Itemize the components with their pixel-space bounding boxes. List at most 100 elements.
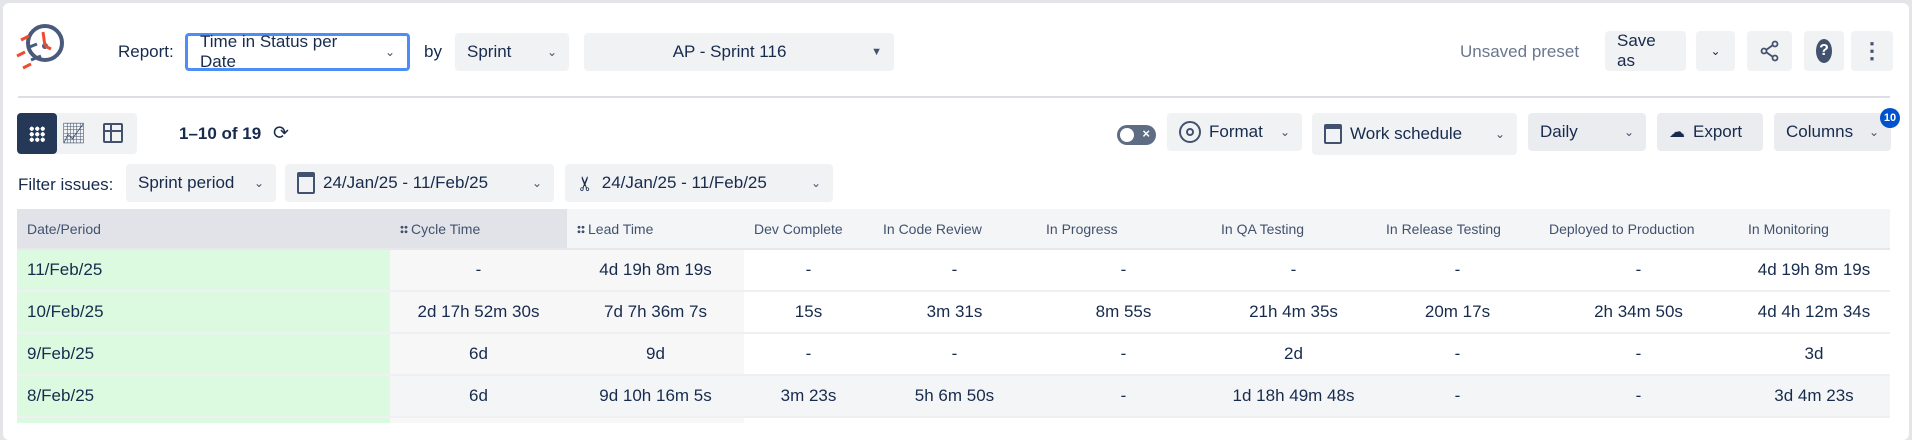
chevron-down-icon: ⌄: [531, 176, 542, 190]
report-type-select[interactable]: Time in Status per Date ⌄: [185, 32, 410, 71]
format-label: Format: [1209, 122, 1263, 141]
column-header[interactable]: Dev Complete: [744, 209, 873, 250]
chevron-down-icon: ⌄: [253, 176, 264, 190]
column-header-label: In Code Review: [883, 220, 982, 237]
column-header[interactable]: In Release Testing: [1376, 209, 1539, 250]
save-as-button[interactable]: Save as: [1605, 31, 1686, 71]
sprint-value: AP - Sprint 116: [672, 42, 787, 61]
duration-cell: 4d 19h 8m 19s: [1738, 249, 1890, 292]
save-options-button[interactable]: ⌄: [1696, 31, 1735, 71]
toggle-switch[interactable]: ×: [1117, 125, 1156, 145]
date-range-value: 24/Jan/25 - 11/Feb/25: [323, 173, 489, 192]
duration-cell: 7d 7h 36m 7s: [567, 291, 744, 334]
table-row[interactable]: 10/Feb/25 2d 17h 52m 30s 7d 7h 36m 7s 15s 3m…: [17, 291, 1890, 334]
drag-handle-icon[interactable]: [400, 224, 408, 234]
duration-cell: -: [1376, 333, 1539, 376]
sprint-range-filter[interactable]: ✂︎ 24/Jan/25 - 11/Feb/25 ⌄: [565, 164, 833, 202]
help-icon: ?: [1816, 39, 1832, 63]
duration-cell: 2d: [1211, 333, 1376, 376]
column-header[interactable]: Deployed to Production: [1539, 209, 1738, 250]
column-header[interactable]: Cycle Time: [390, 209, 567, 250]
duration-cell: -: [1036, 333, 1211, 376]
column-header[interactable]: Date/Period: [17, 209, 390, 250]
date-cell: 10/Feb/25: [17, 291, 390, 334]
grid-icon: [29, 125, 45, 142]
duration-cell: 3m 23s: [744, 375, 873, 418]
duration-cell: 4d 4h 12m 34s: [1738, 291, 1890, 334]
export-label: Export: [1693, 122, 1743, 141]
format-button[interactable]: Format ⌄: [1167, 113, 1302, 151]
scissors-icon: ✂︎: [574, 174, 597, 192]
chevron-down-icon: ⌄: [1710, 44, 1721, 58]
column-header-label: Dev Complete: [754, 220, 843, 237]
duration-cell: 2h 34m 50s: [1539, 291, 1738, 334]
duration-cell: 6d: [390, 333, 567, 376]
share-icon: [1760, 40, 1778, 62]
duration-cell: [567, 417, 744, 423]
date-cell: [17, 417, 390, 423]
column-header[interactable]: In Monitoring: [1738, 209, 1890, 250]
column-header-label: In Progress: [1046, 220, 1118, 237]
filter-mode-select[interactable]: Sprint period ⌄: [126, 164, 276, 202]
duration-cell: -: [1376, 249, 1539, 292]
pagination-info: 1–10 of 19: [179, 124, 262, 143]
column-header[interactable]: Lead Time: [567, 209, 744, 250]
duration-cell: 6d: [390, 375, 567, 418]
sprint-range-value: 24/Jan/25 - 11/Feb/25: [601, 173, 767, 192]
preset-status: Unsaved preset: [1460, 42, 1580, 61]
duration-cell: 9d: [567, 333, 744, 376]
duration-cell: [1211, 417, 1376, 423]
share-button[interactable]: [1747, 31, 1792, 71]
eye-icon: [1179, 121, 1201, 143]
duration-cell: -: [1539, 333, 1738, 376]
caret-down-icon: ▼: [871, 46, 882, 58]
export-button[interactable]: ☁︎ Export: [1657, 113, 1763, 151]
table-row[interactable]: 9/Feb/25 6d 9d - - -2d - -3d: [17, 333, 1890, 376]
date-cell: 8/Feb/25: [17, 375, 390, 418]
column-header[interactable]: In QA Testing: [1211, 209, 1376, 250]
work-schedule-button[interactable]: Work schedule ⌄: [1312, 113, 1517, 155]
calendar-clock-icon: [297, 172, 315, 194]
group-by-select[interactable]: Sprint ⌄: [455, 33, 569, 71]
drag-handle-icon[interactable]: [577, 224, 585, 234]
chevron-down-icon: ⌄: [1868, 125, 1879, 139]
column-header[interactable]: In Code Review: [873, 209, 1036, 250]
duration-cell: -: [1539, 249, 1738, 292]
duration-cell: -: [1376, 375, 1539, 418]
table-row[interactable]: 8/Feb/25 6d 9d 10h 16m 5s 3m 23s 5h 6m 50s -1…: [17, 375, 1890, 418]
help-button[interactable]: ?: [1804, 31, 1844, 71]
duration-cell: 2d 17h 52m 30s: [390, 291, 567, 334]
duration-cell: [873, 417, 1036, 423]
duration-cell: -: [1211, 249, 1376, 292]
duration-cell: 9d 10h 16m 5s: [567, 375, 744, 418]
table-row[interactable]: [17, 417, 1890, 423]
refresh-icon[interactable]: ⟳: [273, 123, 289, 144]
chevron-down-icon: ⌄: [546, 45, 557, 59]
column-header-label: Cycle Time: [411, 220, 481, 237]
columns-button[interactable]: Columns ⌄: [1774, 113, 1891, 151]
duration-cell: -: [873, 333, 1036, 376]
group-by-value: Sprint: [467, 42, 512, 61]
table-row[interactable]: 11/Feb/25-4d 19h 8m 19s - - - - - -4d 19h 8m 1…: [17, 249, 1890, 292]
chevron-down-icon: ⌄: [384, 45, 395, 59]
duration-cell: [1376, 417, 1539, 423]
divider: [18, 96, 1890, 98]
duration-cell: 15s: [744, 291, 873, 334]
chart-view-icon[interactable]: 📈︎: [61, 123, 87, 145]
table-view-button[interactable]: [17, 113, 57, 154]
duration-cell: -: [873, 249, 1036, 292]
more-menu-button[interactable]: ⋮: [1851, 31, 1893, 71]
pivot-view-icon[interactable]: [103, 123, 123, 143]
column-header[interactable]: In Progress: [1036, 209, 1211, 250]
chevron-down-icon: ⌄: [810, 176, 821, 190]
sprint-select[interactable]: AP - Sprint 116 ▼: [584, 33, 894, 71]
filter-issues-label: Filter issues:: [18, 175, 114, 194]
column-header-label: In Release Testing: [1386, 220, 1501, 237]
report-type-value: Time in Status per Date: [200, 32, 338, 71]
date-range-filter[interactable]: 24/Jan/25 - 11/Feb/25 ⌄: [285, 164, 554, 202]
work-schedule-label: Work schedule: [1350, 124, 1463, 143]
chevron-down-icon: ⌄: [1279, 125, 1290, 139]
column-header-label: Date/Period: [27, 220, 101, 237]
duration-cell: 4d 19h 8m 19s: [567, 249, 744, 292]
interval-select[interactable]: Daily ⌄: [1528, 113, 1646, 151]
